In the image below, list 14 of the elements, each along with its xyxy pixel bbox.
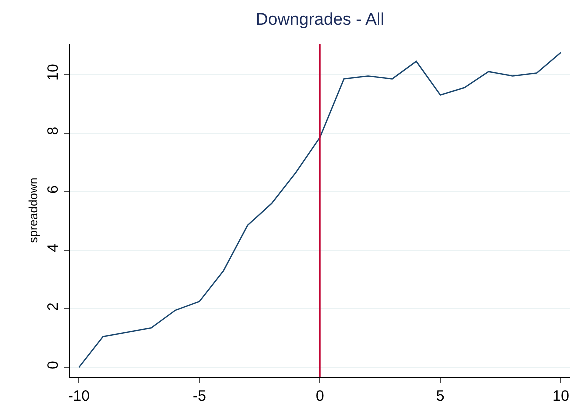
x-tick-label: 5 — [436, 388, 445, 405]
x-tick-label: 0 — [316, 388, 324, 405]
y-tick-label: 2 — [45, 302, 62, 311]
y-tick-label: 8 — [45, 126, 62, 136]
y-tick-label: 4 — [45, 244, 62, 252]
line-series — [78, 52, 562, 368]
y-axis-title: spreaddown — [26, 178, 40, 244]
y-tick-label: 10 — [45, 64, 62, 81]
chart-title: Downgrades - All — [256, 10, 384, 29]
x-tick-label: -10 — [68, 388, 90, 405]
y-tick-label: 0 — [45, 361, 62, 370]
y-tick-label: 6 — [45, 185, 62, 194]
x-tick-label: -5 — [192, 388, 206, 405]
x-tick-label: 10 — [552, 388, 570, 405]
